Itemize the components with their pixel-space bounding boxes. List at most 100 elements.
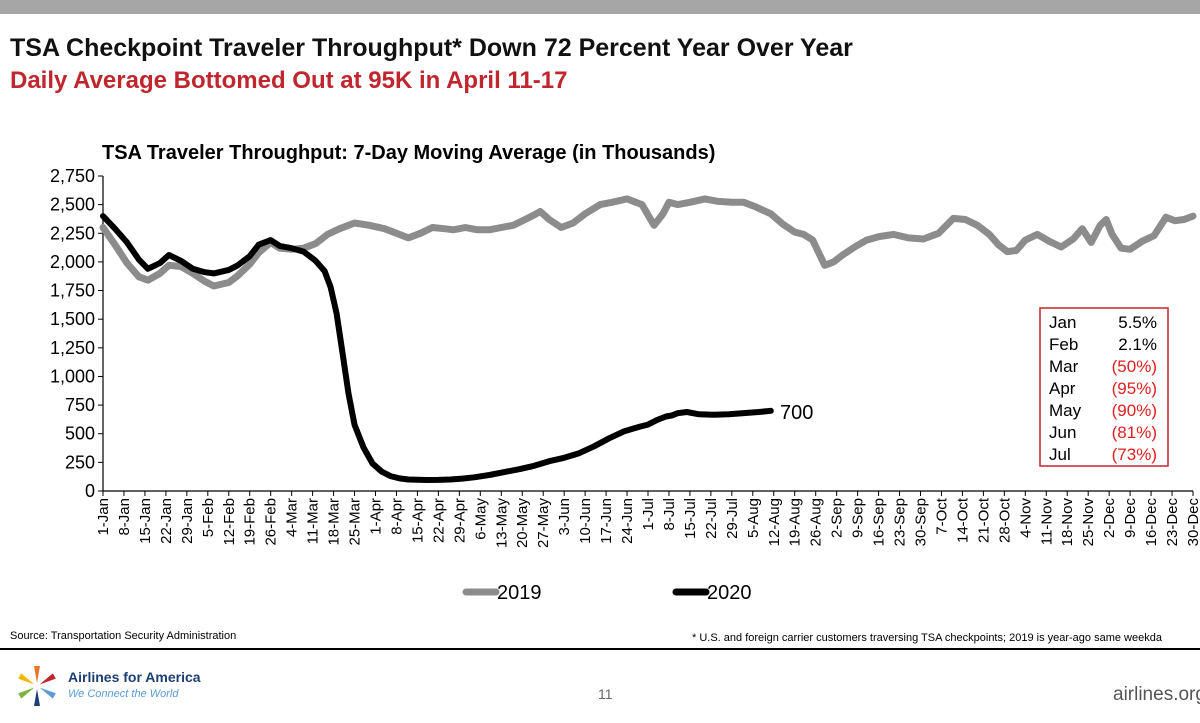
x-tick-label: 26-Aug [808,498,825,546]
monthly-change-month: Jun [1049,423,1076,442]
x-tick-label: 1-Jul [640,498,657,531]
y-tick-label: 2,250 [50,223,95,243]
monthly-change-border [1039,307,1169,467]
x-tick-label: 9-Dec [1122,498,1139,539]
x-tick-label: 8-Apr [388,498,405,535]
x-tick-label: 17-Jun [598,498,615,544]
chart-axes [102,176,1193,492]
y-tick-label: 1,750 [50,281,95,301]
x-tick-label: 29-Jul [724,498,741,539]
x-tick-label: 15-Jan [137,498,154,544]
x-tick-label: 21-Oct [975,497,992,543]
x-tick-label: 18-Nov [1059,498,1076,547]
x-tick-label: 1-Apr [368,498,385,535]
x-tick-label: 20-May [514,498,531,549]
monthly-change-month: Jan [1049,313,1076,332]
page-number: 11 [598,686,613,702]
x-tick-label: 8-Jan [116,498,133,536]
y-tick-label: 2,000 [50,252,95,272]
x-tick-label: 4-Mar [284,498,301,537]
chart-title: TSA Traveler Throughput: 7-Day Moving Av… [102,142,715,164]
website-link[interactable]: airlines.org [1113,684,1200,705]
x-tick-label: 30-Dec [1185,498,1200,547]
y-tick-label: 2,750 [50,166,95,186]
x-tick-label: 12-Aug [766,498,783,546]
x-tick-label: 22-Apr [430,498,447,543]
airlines-logo-icon [18,666,56,706]
x-tick-label: 7-Oct [933,497,950,535]
slide-title: TSA Checkpoint Traveler Throughput* Down… [10,34,853,62]
footnote: * U.S. and foreign carrier customers tra… [692,632,1162,644]
monthly-change-month: Apr [1049,379,1076,398]
monthly-change-value: (90%) [1112,401,1157,420]
y-tick-label: 750 [65,395,95,415]
x-tick-label: 16-Dec [1143,498,1160,547]
x-tick-label: 13-May [493,498,510,549]
x-tick-label: 12-Feb [221,498,238,546]
monthly-change-month: May [1049,401,1082,420]
x-tick-label: 24-Jun [619,498,636,544]
x-tick-label: 28-Oct [996,497,1013,543]
x-tick-label: 9-Sep [850,498,867,538]
x-tick-label: 10-Jun [577,498,594,544]
slide-subtitle: Daily Average Bottomed Out at 95K in Apr… [10,67,568,94]
x-tick-label: 4-Nov [1017,498,1034,539]
x-tick-label: 5-Aug [745,498,762,538]
brand-name: Airlines for America [68,669,201,685]
x-tick-label: 25-Nov [1080,498,1097,547]
y-tick-label: 500 [65,424,95,444]
legend-label-2020: 2020 [707,582,752,604]
x-tick-label: 27-May [535,498,552,549]
series-lines [99,195,1197,483]
y-tick-label: 1,250 [50,338,95,358]
x-tick-label: 2-Dec [1101,498,1118,539]
y-tick-label: 0 [85,481,95,501]
top-banner [0,0,1200,14]
x-tick-label: 18-Mar [326,498,343,546]
monthly-change-value: 2.1% [1118,335,1157,354]
x-axis-ticks: 1-Jan 8-Jan 15-Jan 22-Jan 29-Jan 5-Feb 12-Feb 1… [95,491,1200,548]
y-tick-label: 250 [65,452,95,472]
x-tick-label: 1-Jan [95,498,112,536]
source-note: Source: Transportation Security Administ… [10,630,237,642]
x-tick-label: 22-Jul [703,498,720,539]
x-tick-label: 11-Nov [1038,498,1055,546]
monthly-change-value: (81%) [1112,423,1157,442]
x-tick-label: 29-Jan [179,498,196,544]
end-value-label: 700 [780,402,813,424]
x-tick-label: 23-Dec [1164,498,1181,547]
x-tick-label: 29-Apr [451,498,468,543]
legend: 2019 2020 [462,582,752,604]
x-tick-label: 23-Sep [892,498,909,546]
x-tick-label: 26-Feb [263,498,280,546]
monthly-change-value: (73%) [1112,445,1157,464]
x-tick-label: 8-Jul [661,498,678,531]
x-tick-label: 2-Sep [829,498,846,538]
x-tick-label: 19-Aug [787,498,804,546]
x-tick-label: 16-Sep [871,498,888,546]
x-tick-label: 14-Oct [954,497,971,543]
y-tick-label: 1,000 [50,366,95,386]
monthly-change-table: Jan 5.5% Feb 2.1% Mar (50%) Apr (95%) May (90%) Ju… [1039,307,1169,467]
x-tick-label: 30-Sep [913,498,930,546]
x-tick-label: 15-Jul [682,498,699,539]
footer-divider [0,648,1200,650]
y-tick-label: 1,500 [50,309,95,329]
monthly-change-month: Mar [1049,357,1079,376]
brand-tagline: We Connect the World [68,688,179,700]
x-tick-label: 15-Apr [409,498,426,543]
x-tick-label: 19-Feb [242,498,259,546]
x-tick-label: 11-Mar [305,498,322,544]
legend-label-2019: 2019 [497,582,542,604]
monthly-change-value: (95%) [1112,379,1157,398]
x-tick-label: 5-Feb [200,498,217,537]
monthly-change-value: (50%) [1112,357,1157,376]
x-tick-label: 6-May [472,498,489,540]
monthly-change-month: Feb [1049,335,1078,354]
monthly-change-month: Jul [1049,445,1071,464]
x-tick-label: 22-Jan [158,498,175,544]
chart: TSA Traveler Throughput: 7-Day Moving Av… [50,142,1200,604]
monthly-change-value: 5.5% [1118,313,1157,332]
x-tick-label: 3-Jun [556,498,573,536]
y-axis-ticks: 0 250 500 750 1,000 1,250 1,500 1,750 2,000 2,250… [50,166,103,501]
